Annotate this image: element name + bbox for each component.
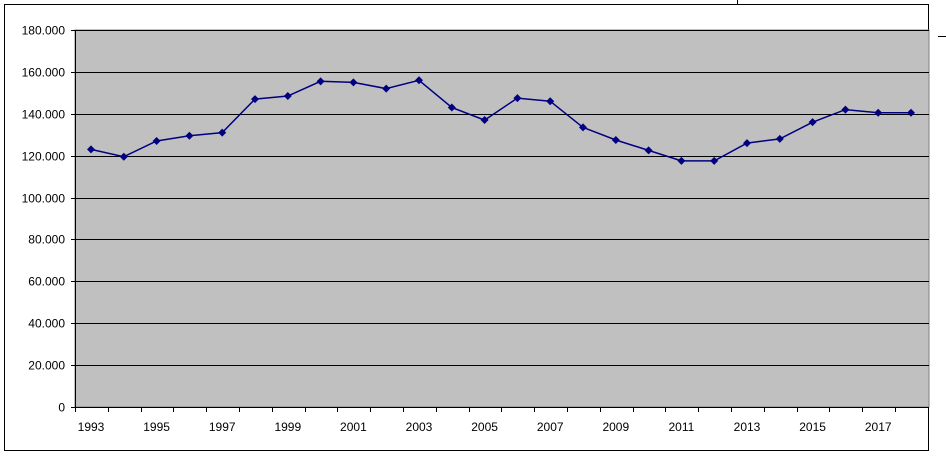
axes bbox=[71, 30, 929, 412]
plot-area bbox=[74, 29, 930, 408]
data-point-marker bbox=[710, 156, 719, 165]
x-tick-label: 2013 bbox=[734, 420, 761, 434]
y-tick-label: 20.000 bbox=[28, 359, 65, 373]
data-point-marker bbox=[841, 105, 850, 114]
x-tick-label: 2003 bbox=[406, 420, 433, 434]
y-tick-label: 180.000 bbox=[22, 24, 66, 38]
x-tick-label: 2005 bbox=[471, 420, 498, 434]
y-tick-label: 120.000 bbox=[22, 150, 66, 164]
data-point-marker bbox=[382, 84, 391, 93]
x-tick-label: 2009 bbox=[602, 420, 629, 434]
data-point-marker bbox=[480, 116, 489, 125]
data-point-marker bbox=[907, 108, 915, 117]
data-point-marker bbox=[87, 145, 95, 154]
x-axis-tick-labels: 1993 1995 1997 1999 2001 2003 2005 2007 2009 2011… bbox=[78, 420, 892, 434]
corner-line-top bbox=[737, 0, 738, 5]
series-line bbox=[90, 79, 911, 162]
data-point-marker bbox=[152, 137, 161, 146]
x-tick-label: 2011 bbox=[668, 420, 694, 434]
data-point-marker bbox=[677, 156, 686, 165]
data-point-marker bbox=[743, 139, 751, 148]
data-point-marker bbox=[185, 131, 194, 140]
y-tick-label: 40.000 bbox=[28, 317, 65, 331]
series-layer bbox=[87, 76, 915, 165]
data-point-marker bbox=[546, 97, 555, 106]
y-tick-label: 160.000 bbox=[22, 66, 66, 80]
data-point-marker bbox=[611, 135, 620, 144]
x-tick-label: 2015 bbox=[799, 420, 826, 434]
data-point-marker bbox=[415, 76, 423, 85]
data-point-marker bbox=[775, 134, 784, 143]
y-tick-label: 80.000 bbox=[28, 233, 65, 247]
data-point-marker bbox=[283, 91, 292, 100]
data-point-marker bbox=[119, 152, 128, 161]
x-tick-label: 1997 bbox=[209, 420, 236, 434]
y-axis-tick-labels: 0 20.000 40.000 60.000 80.000 100.000 120.000 1… bbox=[22, 24, 66, 415]
corner-line-right bbox=[938, 36, 946, 37]
x-tick-label: 2017 bbox=[865, 420, 892, 434]
data-point-marker bbox=[808, 118, 817, 127]
x-tick-label: 1995 bbox=[143, 420, 170, 434]
data-point-marker bbox=[874, 108, 883, 117]
y-tick-label: 140.000 bbox=[22, 108, 66, 122]
data-point-marker bbox=[513, 94, 522, 103]
grid-lines bbox=[75, 30, 929, 366]
x-tick-label: 2007 bbox=[537, 420, 564, 434]
data-point-marker bbox=[644, 146, 653, 155]
x-tick-label: 1999 bbox=[274, 420, 301, 434]
x-tick-label: 1993 bbox=[78, 420, 105, 434]
data-point-marker bbox=[349, 78, 358, 87]
y-tick-label: 100.000 bbox=[22, 192, 66, 206]
data-point-marker bbox=[447, 103, 456, 112]
data-point-marker bbox=[251, 95, 259, 104]
x-tick-label: 2001 bbox=[340, 420, 367, 434]
y-tick-label: 60.000 bbox=[28, 275, 65, 289]
data-point-marker bbox=[579, 123, 587, 132]
data-point-marker bbox=[316, 77, 325, 86]
data-point-marker bbox=[218, 128, 227, 137]
y-tick-label: 0 bbox=[58, 401, 65, 415]
